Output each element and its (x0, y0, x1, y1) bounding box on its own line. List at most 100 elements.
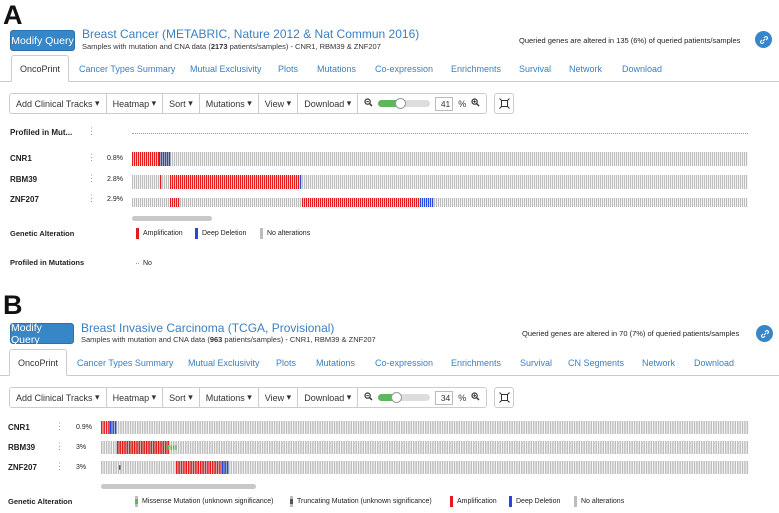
tab-network[interactable]: Network (569, 63, 603, 74)
zoom-in-icon[interactable] (471, 392, 480, 403)
tab-oncoprint[interactable]: OncoPrint (9, 349, 67, 376)
modify-query-button[interactable]: Modify Query (10, 30, 75, 51)
link-icon[interactable] (756, 325, 773, 342)
heatmap-button[interactable]: Heatmap ▾ (106, 94, 164, 113)
tab-cancer-types-summary[interactable]: Cancer Types Summary (77, 357, 174, 368)
oncoprint-cell (428, 152, 430, 166)
oncoprint-cell (192, 198, 194, 207)
oncoprint-cell (466, 175, 468, 189)
zoom-input[interactable]: 34 (435, 390, 454, 405)
fit-to-view-icon[interactable] (494, 93, 514, 114)
zoom-slider[interactable] (378, 98, 431, 109)
oncoprint-cell (704, 198, 706, 207)
download-button[interactable]: Download ▾ (298, 388, 359, 407)
oncoprint-cell (700, 152, 702, 166)
zoom-out-icon[interactable] (364, 98, 373, 109)
tab-survival[interactable]: Survival (519, 63, 552, 74)
oncoprint-cell (368, 175, 370, 189)
oncoprint-cell (170, 152, 172, 166)
tab-mutations[interactable]: Mutations (316, 357, 356, 368)
oncoprint-cell (636, 198, 638, 207)
oncoprint-cell (624, 461, 626, 474)
tab-co-expression[interactable]: Co-expression (375, 357, 434, 368)
tab-mutations[interactable]: Mutations (317, 63, 357, 74)
tab-plots[interactable]: Plots (276, 357, 297, 368)
oncoprint-cell (164, 175, 166, 189)
oncoprint-cell (676, 175, 678, 189)
oncoprint-cell (582, 175, 584, 189)
oncoprint-cell (460, 152, 462, 166)
sort-button[interactable]: Sort ▾ (163, 388, 200, 407)
oncoprint-cell (746, 152, 748, 166)
heatmap-button[interactable]: Heatmap ▾ (106, 388, 164, 407)
sort-button[interactable]: Sort ▾ (163, 94, 200, 113)
horizontal-scrollbar[interactable] (132, 216, 212, 221)
oncoprint-cell-amplification (394, 198, 396, 207)
oncoprint-cell (700, 198, 702, 207)
oncoprint-cell (237, 441, 240, 454)
oncoprint-cell-amplification (248, 175, 250, 189)
oncoprint-cell (708, 152, 710, 166)
tab-enrichments[interactable]: Enrichments (451, 357, 502, 368)
add-clinical-tracks-button[interactable]: Add Clinical Tracks ▾ (10, 388, 107, 407)
drag-handle-icon[interactable]: ⋮ (87, 173, 96, 183)
oncoprint-cell (185, 421, 187, 434)
drag-handle-icon[interactable]: ⋮ (87, 126, 96, 136)
tab-plots[interactable]: Plots (278, 63, 299, 74)
oncoprint-cell (488, 152, 490, 166)
tab-download[interactable]: Download (622, 63, 663, 74)
oncoprint-cell (374, 441, 377, 454)
oncoprint-cell (593, 441, 595, 454)
oncoprint-cell (153, 421, 156, 434)
tab-survival[interactable]: Survival (520, 357, 553, 368)
oncoprint-cell-amplification (298, 175, 300, 189)
oncoprint-cell (482, 461, 485, 474)
oncoprint-cell (470, 152, 472, 166)
drag-handle-icon[interactable]: ⋮ (87, 152, 96, 162)
zoom-slider[interactable] (378, 392, 431, 403)
download-button[interactable]: Download ▾ (298, 94, 359, 113)
tab-co-expression[interactable]: Co-expression (375, 63, 434, 74)
tab-mutual-exclusivity[interactable]: Mutual Exclusivity (190, 63, 262, 74)
drag-handle-icon[interactable]: ⋮ (55, 461, 64, 471)
oncoprint-cell (576, 461, 578, 474)
study-title-link[interactable]: Breast Cancer (METABRIC, Nature 2012 & N… (82, 27, 420, 41)
oncoprint-cell (728, 198, 730, 207)
oncoprint-cell (168, 175, 170, 189)
tab-oncoprint[interactable]: OncoPrint (11, 55, 69, 82)
add-clinical-tracks-button[interactable]: Add Clinical Tracks ▾ (10, 94, 107, 113)
oncoprint-cell (284, 152, 286, 166)
drag-handle-icon[interactable]: ⋮ (55, 421, 64, 431)
fit-to-view-icon[interactable] (494, 387, 514, 408)
horizontal-scrollbar[interactable] (101, 484, 256, 489)
oncoprint-cell (194, 198, 196, 207)
zoom-in-icon[interactable] (471, 98, 480, 109)
link-icon[interactable] (755, 31, 772, 48)
oncoprint-cell (341, 461, 343, 474)
tab-network[interactable]: Network (642, 357, 676, 368)
oncoprint-cell (662, 461, 665, 474)
mutations-button[interactable]: Mutations ▾ (199, 388, 259, 407)
zoom-slider-handle[interactable] (390, 392, 402, 403)
tab-download[interactable]: Download (694, 357, 735, 368)
drag-handle-icon[interactable]: ⋮ (87, 193, 96, 203)
oncoprint-cell (698, 421, 701, 434)
tab-enrichments[interactable]: Enrichments (451, 63, 502, 74)
modify-query-button[interactable]: Modify Query (10, 322, 74, 346)
tab-cancer-types-summary[interactable]: Cancer Types Summary (79, 63, 176, 74)
view-button[interactable]: View ▾ (258, 94, 299, 113)
view-button[interactable]: View ▾ (258, 388, 299, 407)
study-title-link[interactable]: Breast Invasive Carcinoma (TCGA, Provisi… (81, 321, 335, 335)
drag-handle-icon[interactable]: ⋮ (55, 441, 64, 451)
tab-cn-segments[interactable]: CN Segments (568, 357, 625, 368)
oncoprint-cell (134, 175, 136, 189)
zoom-input[interactable]: 41 (435, 96, 454, 111)
oncoprint-cell (744, 421, 746, 434)
tab-mutual-exclusivity[interactable]: Mutual Exclusivity (188, 357, 260, 368)
zoom-unit: % (458, 98, 467, 109)
zoom-out-icon[interactable] (364, 392, 373, 403)
oncoprint-cell-amplification (194, 175, 196, 189)
zoom-slider-handle[interactable] (394, 98, 406, 109)
oncoprint-cell (446, 152, 448, 166)
mutations-button[interactable]: Mutations ▾ (199, 94, 259, 113)
